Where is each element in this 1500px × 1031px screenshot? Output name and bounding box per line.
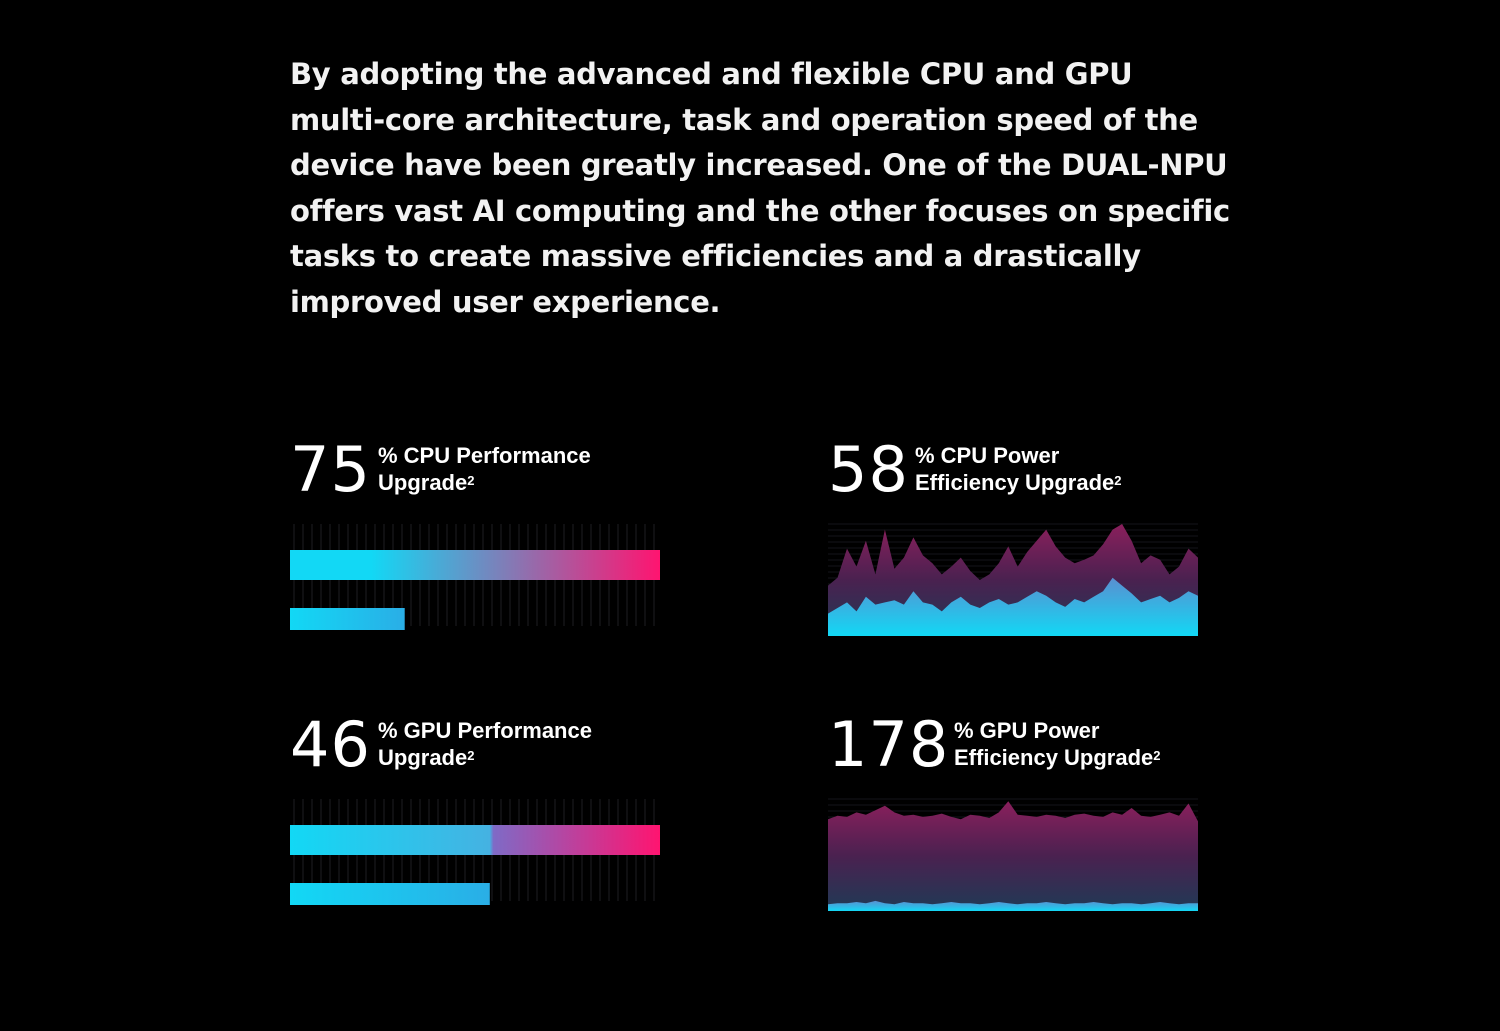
bar-primary bbox=[290, 550, 660, 580]
stat-label: % CPU Performance Upgrade2 bbox=[378, 442, 658, 496]
area-series-upper bbox=[828, 801, 1198, 911]
stat-header: 46 % GPU Performance Upgrade2 bbox=[290, 709, 670, 785]
stat-number: 58 bbox=[828, 433, 909, 506]
stat-label-line2: Efficiency Upgrade bbox=[915, 470, 1115, 495]
stat-number: 75 bbox=[290, 433, 371, 506]
cpu-performance-stat: 75 % CPU Performance Upgrade2 bbox=[290, 434, 670, 640]
footnote-marker: 2 bbox=[1153, 748, 1161, 763]
stat-label-line2: Upgrade bbox=[378, 745, 468, 770]
stat-label-line1: % CPU Power bbox=[915, 443, 1060, 468]
intro-paragraph: By adopting the advanced and flexible CP… bbox=[290, 57, 1230, 319]
cpu-power-area-chart bbox=[828, 523, 1198, 636]
bar-secondary bbox=[290, 608, 405, 630]
stat-number: 46 bbox=[290, 708, 371, 781]
stat-label-line2: Efficiency Upgrade bbox=[954, 745, 1154, 770]
stat-label-line2: Upgrade bbox=[378, 470, 468, 495]
gpu-power-area-chart bbox=[828, 798, 1198, 911]
footnote-marker: 2 bbox=[467, 473, 475, 488]
stat-header: 58 % CPU Power Efficiency Upgrade2 bbox=[828, 434, 1208, 510]
bar-secondary bbox=[290, 883, 490, 905]
bar-primary bbox=[290, 825, 660, 855]
stat-number: 178 bbox=[828, 708, 950, 781]
stat-label: % GPU Performance Upgrade2 bbox=[378, 717, 658, 771]
cpu-performance-bar-chart bbox=[290, 524, 660, 630]
area-series-lower bbox=[828, 577, 1198, 636]
stat-header: 75 % CPU Performance Upgrade2 bbox=[290, 434, 670, 510]
footnote-marker: 2 bbox=[467, 748, 475, 763]
gpu-performance-bar-chart bbox=[290, 799, 660, 905]
gpu-power-efficiency-stat: 178 % GPU Power Efficiency Upgrade2 bbox=[828, 709, 1208, 915]
footnote-marker: 2 bbox=[1114, 473, 1122, 488]
area-series-lower bbox=[828, 900, 1198, 911]
stat-label-line1: % CPU Performance bbox=[378, 443, 591, 468]
stat-label: % GPU Power Efficiency Upgrade2 bbox=[954, 717, 1234, 771]
cpu-power-efficiency-stat: 58 % CPU Power Efficiency Upgrade2 bbox=[828, 434, 1208, 640]
stat-label: % CPU Power Efficiency Upgrade2 bbox=[915, 442, 1195, 496]
stat-header: 178 % GPU Power Efficiency Upgrade2 bbox=[828, 709, 1208, 785]
gpu-performance-stat: 46 % GPU Performance Upgrade2 bbox=[290, 709, 670, 915]
stat-label-line1: % GPU Power bbox=[954, 718, 1100, 743]
stat-label-line1: % GPU Performance bbox=[378, 718, 592, 743]
